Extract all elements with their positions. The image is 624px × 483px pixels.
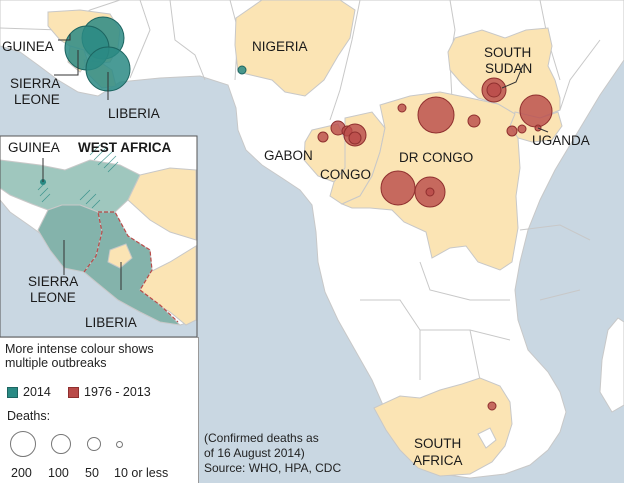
- size-label-100: 100: [48, 466, 69, 480]
- label-uganda: UGANDA: [532, 133, 590, 148]
- label-gabon: GABON: [264, 148, 313, 163]
- outbreak-circle: [417, 96, 455, 134]
- outbreak-circle: [519, 94, 553, 128]
- size-label-10: 10 or less: [114, 466, 169, 480]
- inset-label-guinea: GUINEA: [8, 140, 60, 155]
- outbreak-circle: [506, 125, 518, 137]
- note-source: Source: WHO, HPA, CDC: [204, 461, 342, 475]
- red-swatch: [68, 386, 79, 398]
- outbreak-circle: [237, 65, 247, 75]
- label-leone: LEONE: [14, 92, 60, 107]
- west-africa-inset: [0, 135, 198, 338]
- legend-title: More intense colour shows multiple outbr…: [5, 342, 154, 370]
- note-date-line-2: of 16 August 2014): [204, 446, 305, 460]
- outbreak-circle: [425, 187, 435, 197]
- inset-label-liberia: LIBERIA: [85, 315, 137, 330]
- outbreak-circle: [487, 401, 497, 411]
- outbreak-circle: [348, 131, 362, 145]
- inset-label-sierra: SIERRA: [28, 274, 78, 289]
- south-africa-shape: [373, 377, 513, 477]
- source-note: (Confirmed deaths as of 16 August 2014) …: [204, 431, 404, 476]
- label-sierra: SIERRA: [10, 76, 60, 91]
- outbreak-circle: [380, 170, 416, 206]
- legend-label-2014: 2014: [23, 385, 51, 399]
- size-label-200: 200: [11, 466, 32, 480]
- note-date-line-1: (Confirmed deaths as: [204, 431, 319, 445]
- label-guinea: GUINEA: [2, 39, 54, 54]
- outbreak-circle: [317, 131, 329, 143]
- legend-item-2014: 2014: [7, 385, 51, 399]
- map-legend: More intense colour shows multiple outbr…: [0, 337, 199, 483]
- legend-item-1976-2013: 1976 - 2013: [68, 385, 151, 399]
- label-sudan: SUDAN: [485, 61, 532, 76]
- size-circle-200: [10, 431, 36, 457]
- size-label-50: 50: [85, 466, 99, 480]
- label-nigeria: NIGERIA: [252, 39, 308, 54]
- teal-swatch: [7, 386, 18, 398]
- label-liberia: LIBERIA: [108, 106, 160, 121]
- label-south: SOUTH: [484, 45, 531, 60]
- outbreak-circle: [517, 124, 527, 134]
- label-dr-congo: DR CONGO: [399, 150, 473, 165]
- outbreak-circle: [397, 103, 407, 113]
- label-south-africa-2: AFRICA: [413, 453, 463, 468]
- inset-title: WEST AFRICA: [78, 140, 171, 155]
- outbreaks-1976-2013: [317, 77, 553, 411]
- label-congo: CONGO: [320, 167, 371, 182]
- inset-label-leone: LEONE: [30, 290, 76, 305]
- outbreak-circle: [486, 82, 502, 98]
- madagascar: [599, 317, 624, 413]
- label-south-africa-1: SOUTH: [414, 436, 461, 451]
- legend-label-1976-2013: 1976 - 2013: [84, 385, 151, 399]
- deaths-label: Deaths:: [7, 409, 51, 423]
- outbreak-circle: [467, 114, 481, 128]
- outbreaks-2014: [64, 16, 247, 92]
- size-circle-10: [116, 441, 123, 448]
- size-circle-50: [87, 437, 101, 451]
- size-circle-100: [51, 434, 71, 454]
- lesotho-shape: [477, 427, 497, 449]
